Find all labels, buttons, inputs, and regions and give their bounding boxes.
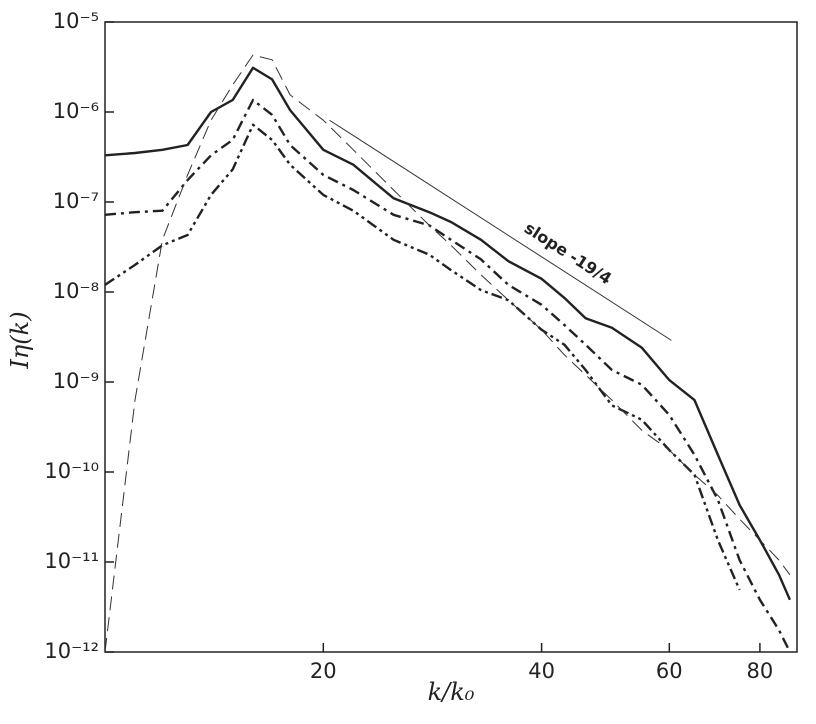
x-tick-label: 20: [310, 659, 337, 683]
y-tick-label: 10⁻⁸: [53, 279, 99, 303]
y-tick-label: 10⁻⁶: [53, 99, 99, 123]
y-tick-label: 10⁻⁹: [53, 369, 99, 393]
x-tick-label: 80: [747, 659, 774, 683]
series-line: [104, 66, 791, 601]
x-tick-label: 40: [528, 659, 555, 683]
y-tick-label: 10⁻⁵: [53, 9, 99, 33]
series-line: [104, 54, 791, 653]
y-tick-label: 10⁻¹¹: [44, 549, 99, 573]
reference-line: [329, 119, 672, 341]
y-axis-title: Iη(k): [6, 311, 34, 369]
x-tick-label: 60: [656, 659, 683, 683]
y-tick-label: 10⁻⁷: [53, 189, 99, 213]
series-line: [104, 98, 791, 653]
y-tick-label: 10⁻¹²: [44, 639, 99, 663]
y-tick-label: 10⁻¹⁰: [44, 459, 99, 483]
x-axis-title: k/k₀: [428, 678, 475, 706]
series-line: [104, 123, 741, 591]
annotation: slope -19/4: [521, 218, 615, 288]
plot-frame: [104, 21, 798, 653]
